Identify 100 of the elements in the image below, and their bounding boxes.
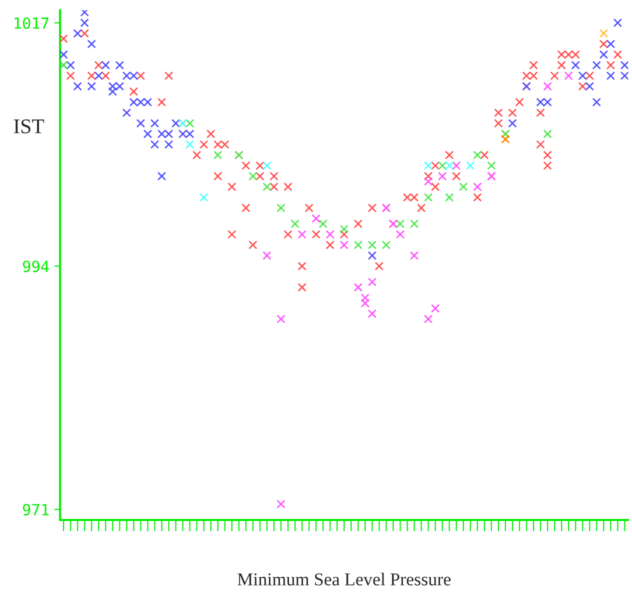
point xyxy=(473,182,482,192)
point xyxy=(494,108,503,118)
point xyxy=(262,161,272,170)
point xyxy=(592,98,602,107)
point xyxy=(487,161,496,170)
point xyxy=(80,29,89,38)
point xyxy=(199,193,208,202)
point xyxy=(115,60,124,70)
point xyxy=(136,118,146,128)
point xyxy=(87,82,96,91)
point xyxy=(368,251,377,260)
point xyxy=(620,71,628,80)
point xyxy=(564,71,573,80)
point xyxy=(543,82,552,91)
point xyxy=(508,118,517,128)
point xyxy=(430,161,440,170)
point xyxy=(424,177,433,186)
point xyxy=(613,18,622,28)
point xyxy=(164,71,174,80)
point xyxy=(199,140,208,149)
point xyxy=(396,219,405,228)
point xyxy=(256,161,264,170)
point xyxy=(452,161,461,170)
point xyxy=(368,309,377,318)
point xyxy=(592,60,602,70)
point xyxy=(94,60,103,70)
point xyxy=(206,130,216,138)
point xyxy=(150,140,160,149)
point xyxy=(599,40,608,48)
point xyxy=(543,130,552,138)
point xyxy=(354,240,363,250)
point xyxy=(270,182,278,192)
point xyxy=(228,182,236,192)
point xyxy=(157,172,166,181)
point xyxy=(360,298,370,308)
point xyxy=(262,251,272,260)
point xyxy=(424,193,433,202)
point xyxy=(171,118,180,128)
point xyxy=(536,140,545,149)
point xyxy=(410,219,419,228)
point xyxy=(101,60,110,70)
point xyxy=(430,182,440,192)
point xyxy=(578,71,587,80)
point xyxy=(270,172,278,181)
point xyxy=(185,118,194,128)
point xyxy=(396,230,405,239)
point xyxy=(150,118,160,128)
point xyxy=(557,60,566,70)
point xyxy=(304,204,314,212)
point xyxy=(543,150,552,160)
point xyxy=(284,230,292,239)
point xyxy=(606,71,616,80)
point xyxy=(599,29,608,38)
y-tick-label: 994 xyxy=(22,260,49,272)
point xyxy=(382,240,391,250)
point xyxy=(80,10,89,17)
point xyxy=(438,161,447,170)
x-axis-title: Minimum Sea Level Pressure xyxy=(238,572,451,586)
point xyxy=(248,172,258,181)
point xyxy=(501,134,510,144)
point xyxy=(340,240,348,250)
point xyxy=(228,230,236,239)
point xyxy=(290,219,300,228)
point xyxy=(312,230,320,239)
point xyxy=(136,71,146,80)
point xyxy=(613,50,622,59)
point xyxy=(444,150,454,160)
point xyxy=(101,71,110,80)
point xyxy=(494,118,503,128)
point xyxy=(416,204,426,212)
point xyxy=(410,251,419,260)
point xyxy=(444,161,454,170)
point xyxy=(122,108,132,118)
point xyxy=(515,98,524,107)
point xyxy=(473,150,482,160)
point xyxy=(424,172,433,181)
point xyxy=(368,278,377,286)
point xyxy=(340,230,348,239)
point xyxy=(192,150,202,160)
point xyxy=(298,230,306,239)
point xyxy=(164,140,174,149)
point xyxy=(87,71,96,80)
point xyxy=(360,293,370,302)
point xyxy=(620,60,628,70)
point xyxy=(430,304,440,313)
point xyxy=(480,150,489,160)
point xyxy=(452,172,461,181)
point xyxy=(326,230,334,239)
point xyxy=(444,193,454,202)
point xyxy=(256,172,264,181)
point xyxy=(242,204,250,212)
point xyxy=(276,500,286,508)
point xyxy=(354,282,363,292)
point xyxy=(298,282,306,292)
point xyxy=(466,161,475,170)
point xyxy=(585,82,594,91)
point xyxy=(585,71,594,80)
point xyxy=(262,182,272,192)
point xyxy=(326,240,334,250)
point xyxy=(606,40,616,48)
